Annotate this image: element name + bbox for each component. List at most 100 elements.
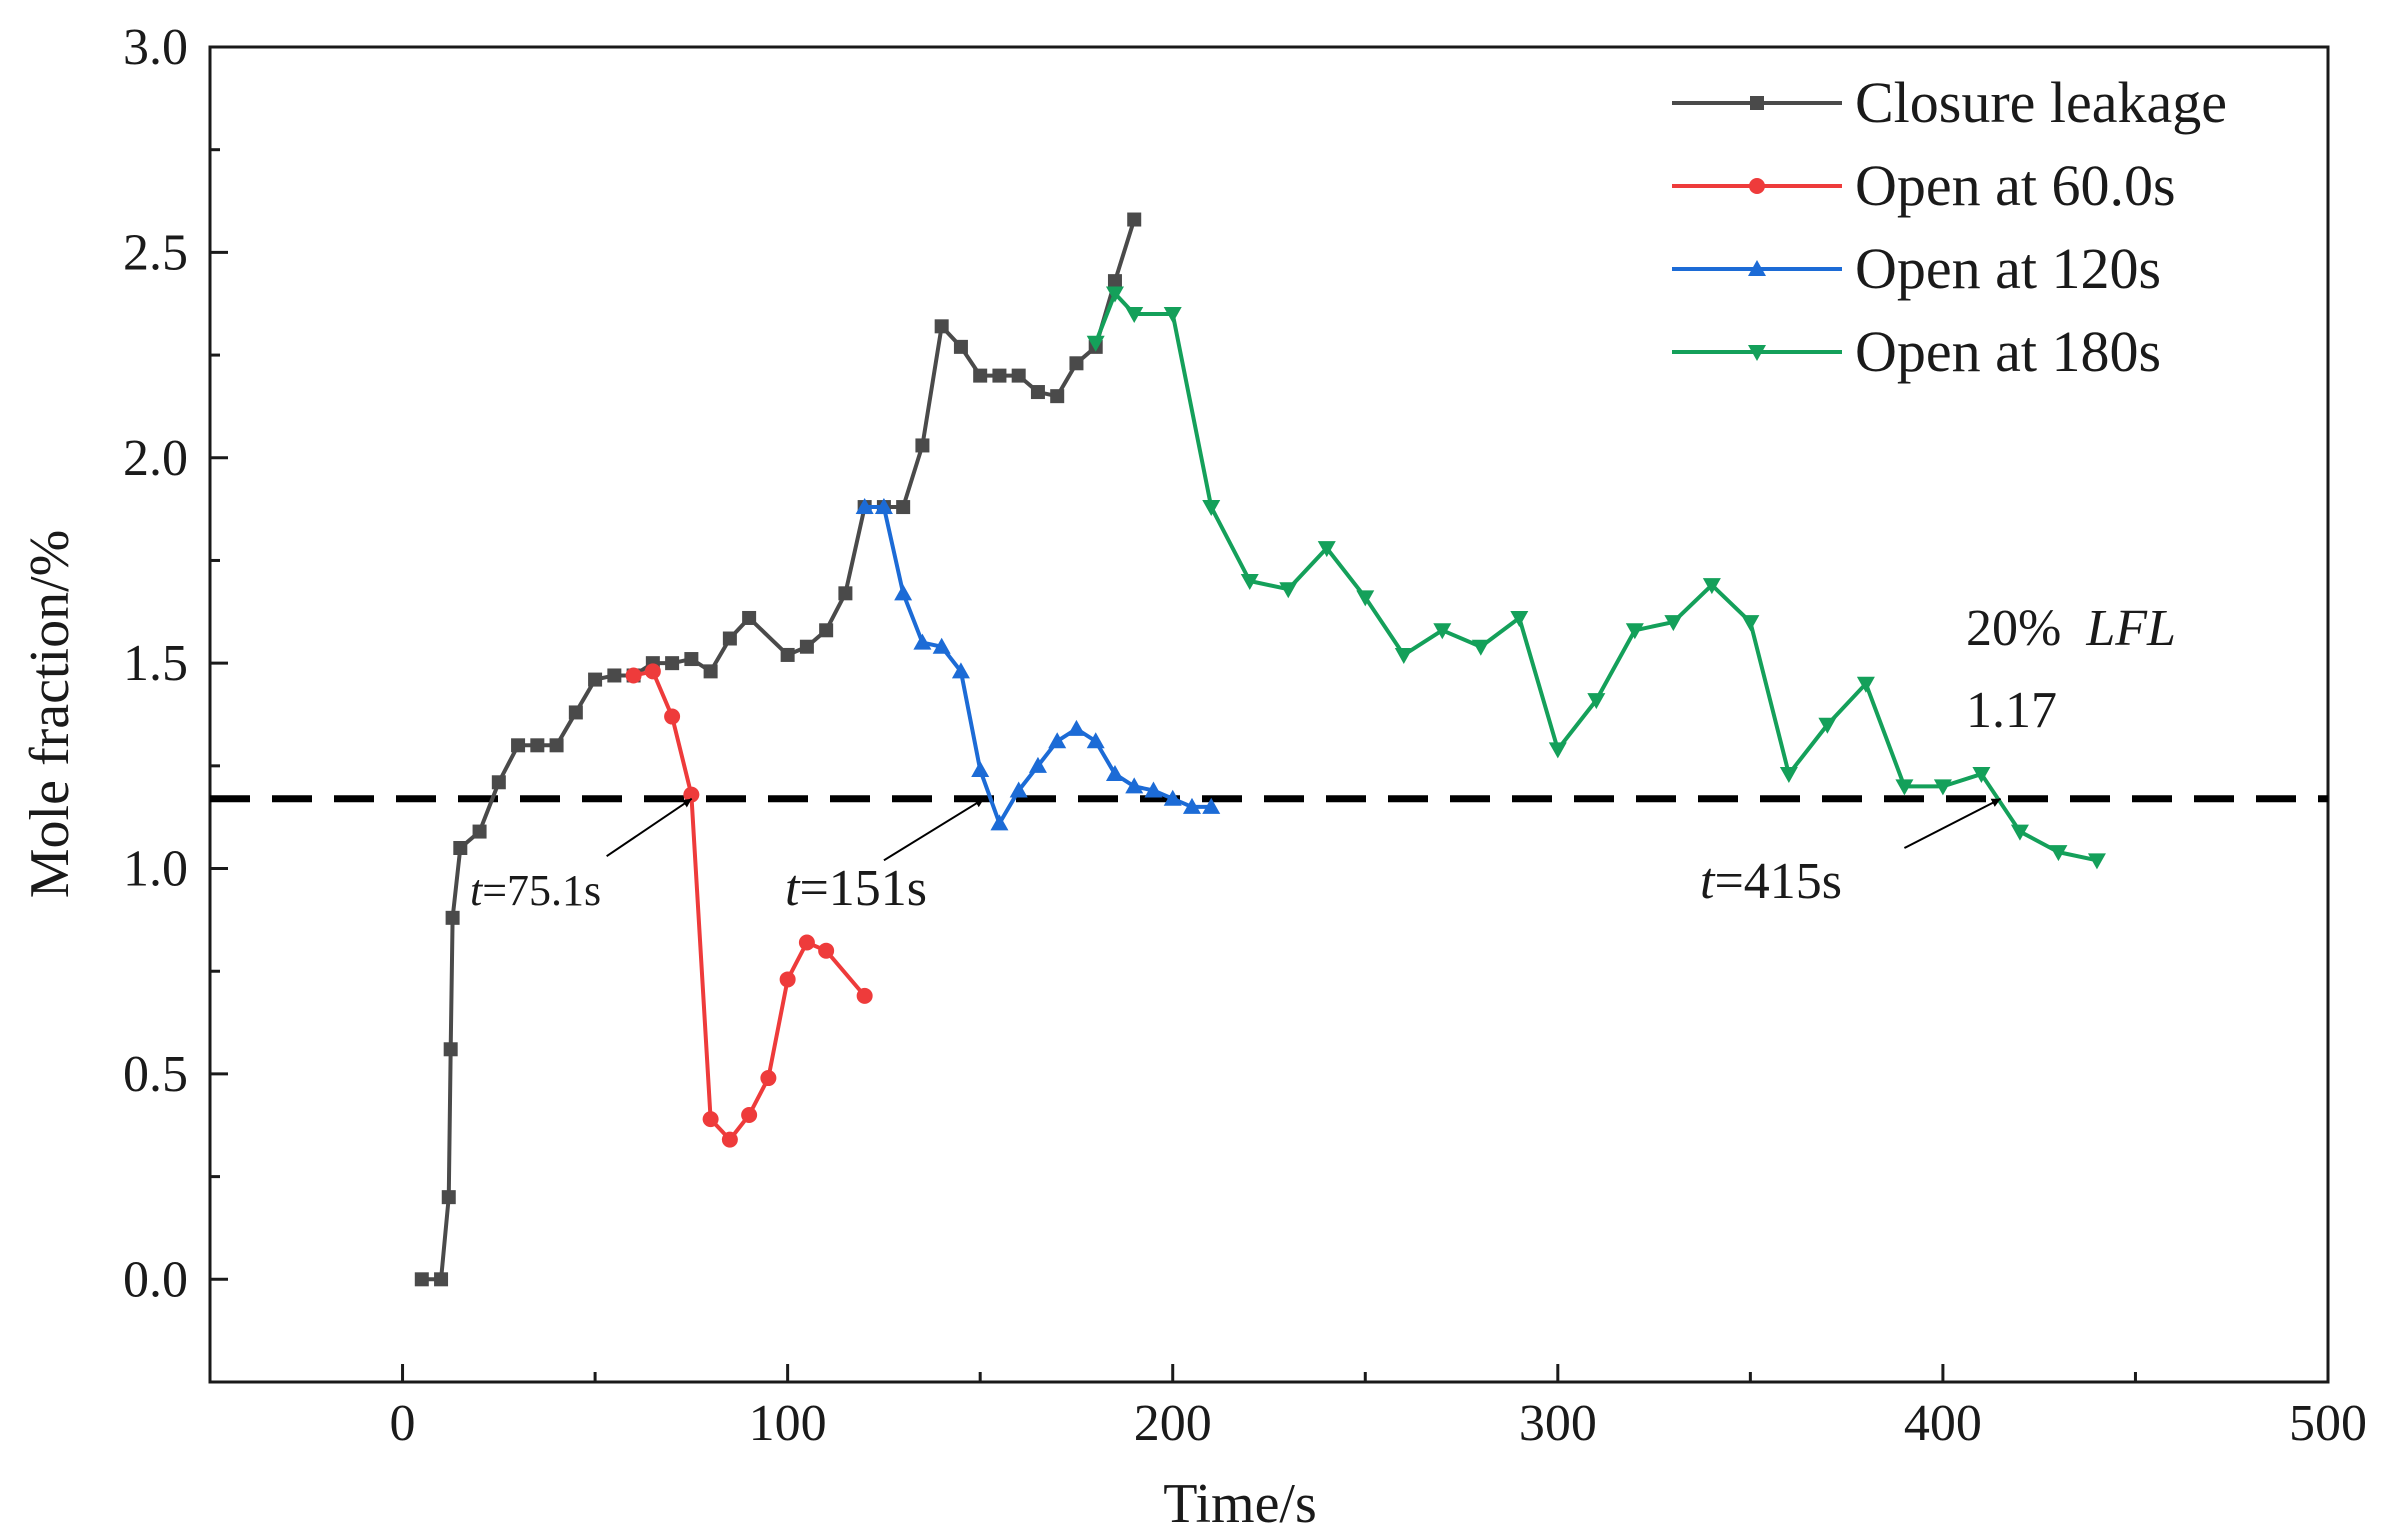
data-point — [1587, 693, 1606, 710]
x-tick-label: 0 — [390, 1395, 416, 1452]
data-point — [607, 668, 622, 683]
series-line — [1093, 291, 2098, 863]
data-point — [855, 498, 874, 515]
data-point — [896, 500, 911, 515]
data-point — [1433, 623, 1452, 640]
data-point — [838, 586, 853, 601]
y-tick-label: 1.5 — [123, 635, 188, 692]
x-tick-label: 100 — [749, 1395, 827, 1452]
data-point — [443, 1042, 458, 1057]
x-tick-label: 200 — [1134, 1395, 1212, 1452]
lfl-italic-label: LFL — [2085, 600, 2176, 657]
data-point — [1067, 719, 1086, 736]
data-point — [683, 786, 700, 803]
data-point — [818, 942, 835, 959]
data-point — [951, 662, 970, 679]
data-point — [702, 1111, 719, 1128]
legend: Closure leakage Open at 60.0s Open at 120s… — [1672, 70, 2227, 384]
annotation-t3: t=415s — [1700, 853, 1842, 910]
data-point — [913, 633, 932, 650]
data-point — [2087, 853, 2106, 870]
legend-item: Closure leakage — [1672, 70, 2227, 135]
data-point — [1107, 274, 1122, 289]
data-point — [1086, 732, 1105, 749]
data-point — [799, 639, 814, 654]
data-point — [549, 738, 564, 753]
data-point — [1856, 676, 1875, 693]
data-point — [780, 647, 795, 662]
plot-area-frame — [208, 45, 2330, 1384]
data-point — [1895, 779, 1914, 796]
data-point — [1009, 781, 1028, 798]
data-point — [1356, 590, 1375, 607]
data-point — [1163, 789, 1182, 806]
data-point — [779, 971, 796, 988]
data-point — [1030, 385, 1045, 400]
axis-ticks — [208, 45, 2330, 1384]
data-point — [1202, 500, 1221, 517]
data-point — [1163, 307, 1182, 323]
data-point — [1748, 345, 1766, 361]
data-point — [441, 1190, 456, 1205]
legend-label: Closure leakage — [1855, 70, 2227, 135]
data-point — [625, 667, 642, 684]
legend-label: Open at 60.0s — [1855, 153, 2176, 218]
data-point — [992, 368, 1007, 383]
x-tick-label: 400 — [1904, 1395, 1982, 1452]
data-point — [990, 814, 1009, 831]
data-point — [568, 705, 583, 720]
x-tick-label: 300 — [1519, 1395, 1597, 1452]
data-point — [1818, 717, 1837, 734]
data-point — [1202, 797, 1221, 814]
lfl-annotation: 20% LFL 1.17 — [1966, 600, 2176, 739]
data-point — [894, 584, 913, 601]
data-point — [1750, 96, 1764, 110]
series-1 — [414, 212, 1142, 1287]
data-point — [1011, 368, 1026, 383]
data-point — [1471, 639, 1490, 656]
y-tick-label: 2.5 — [123, 224, 188, 281]
annotation-arrows — [606, 797, 2002, 862]
series-line — [421, 218, 1137, 1282]
data-point — [1510, 610, 1529, 627]
series-3 — [855, 498, 1221, 831]
svg-text:20% LFL: 20% LFL — [1966, 600, 2176, 657]
data-point — [445, 910, 460, 925]
data-point — [1317, 541, 1336, 558]
data-point — [1702, 578, 1721, 595]
data-point — [1048, 732, 1067, 749]
x-tick-label: 500 — [2289, 1395, 2367, 1452]
data-point — [1748, 260, 1766, 276]
y-tick-label: 3.0 — [123, 19, 188, 76]
data-point — [2049, 845, 2068, 862]
data-point — [1182, 797, 1201, 814]
legend-label: Open at 180s — [1855, 319, 2161, 384]
annotation-arrow — [883, 797, 985, 862]
data-point — [665, 656, 680, 671]
data-point — [1050, 389, 1065, 404]
data-point — [741, 1107, 758, 1123]
data-point — [1279, 582, 1298, 599]
y-tick-label: 2.0 — [123, 430, 188, 487]
data-point — [1548, 742, 1567, 759]
data-point — [588, 672, 603, 687]
x-axis-title: Time/s — [1163, 1473, 1317, 1535]
y-tick-label: 0.5 — [123, 1046, 188, 1103]
data-point — [742, 610, 757, 625]
data-point — [684, 652, 699, 667]
data-point — [819, 623, 834, 638]
data-point — [434, 1272, 449, 1287]
annotation-t2: t=151s — [785, 860, 927, 917]
data-point — [1741, 615, 1760, 632]
data-point — [722, 631, 737, 646]
axis-tick-labels: 0 100 200 300 400 500 0.0 0.5 1.0 1.5 2.0 2.5 3.0 — [123, 19, 2367, 1452]
data-point — [472, 824, 487, 839]
legend-label: Open at 120s — [1855, 236, 2161, 301]
data-point — [1394, 647, 1413, 664]
lfl-percent-label: 20% — [1966, 600, 2061, 657]
series-line — [864, 505, 1212, 826]
data-point — [934, 319, 949, 334]
data-point — [1125, 307, 1144, 323]
legend-item: Open at 180s — [1672, 319, 2161, 384]
